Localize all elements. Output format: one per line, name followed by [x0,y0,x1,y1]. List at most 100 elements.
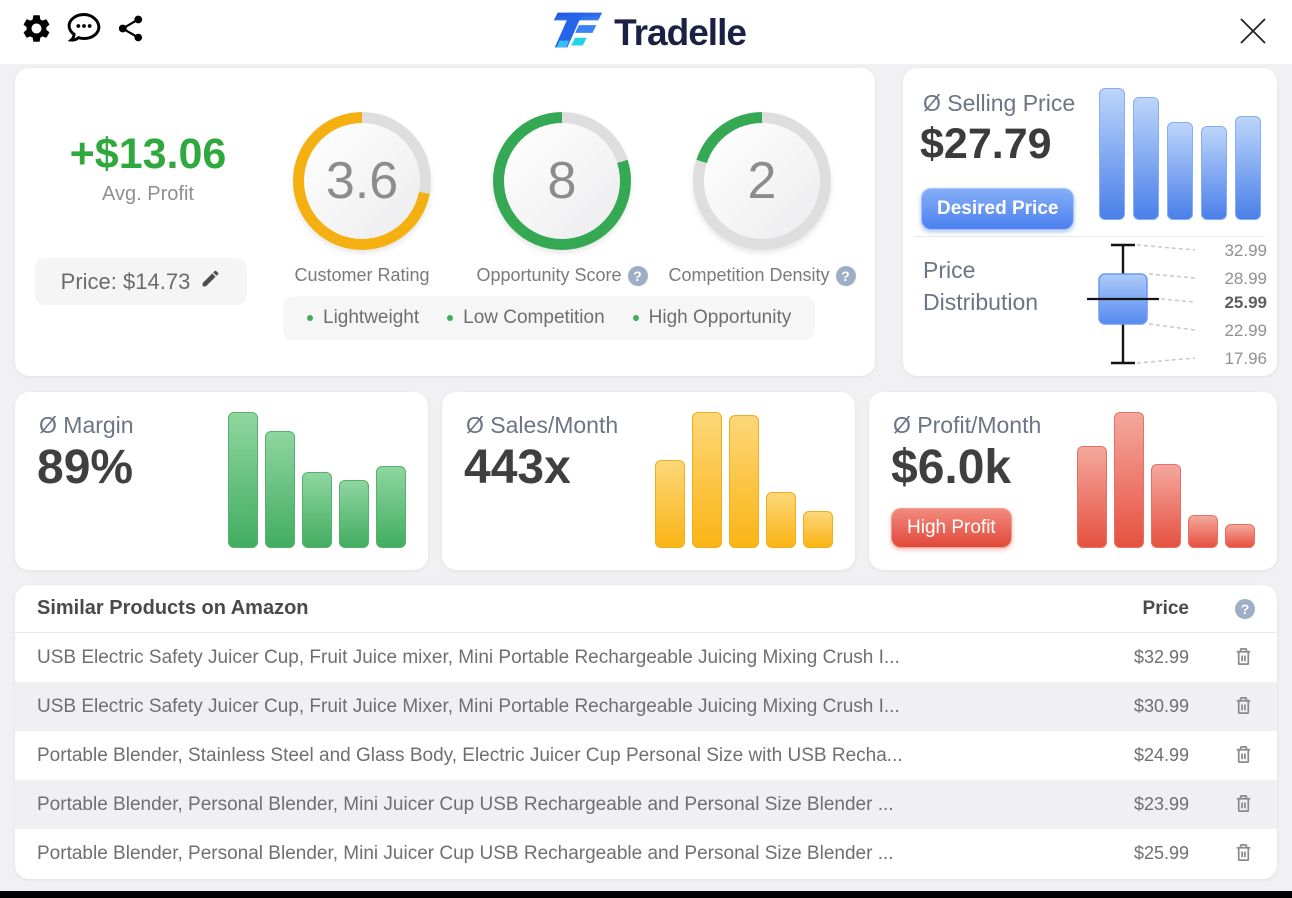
margin-label: Ø Margin [39,412,134,438]
close-icon [1228,18,1278,59]
settings-button[interactable] [20,12,53,48]
desired-price-button[interactable]: Desired Price [921,188,1075,230]
price-column-header: Price [1142,597,1189,619]
boxplot-q1-label: 22.99 [1224,321,1267,340]
profit-value: $6.0k [891,441,1012,494]
bar [1188,515,1218,548]
product-name: Portable Blender, Personal Blender, Mini… [37,842,894,864]
sales-per-month-card: Ø Sales/Month 443x [442,392,855,570]
customer-rating-gauge-block: 3.6 Customer Rating [267,112,457,286]
bullet-dot [447,315,454,321]
boxplot-min-label: 17.96 [1224,349,1267,368]
bar [729,414,759,548]
table-row: Portable Blender, Personal Blender, Mini… [15,780,1277,829]
margin-value: 89% [37,441,134,494]
similar-products-table: Similar Products on Amazon Price ? USB E… [15,585,1277,879]
price-distribution-boxplot: 32.99 28.99 25.99 22.99 17.96 [1087,241,1267,368]
gauge-inner: 8 [504,123,620,239]
table-row: Portable Blender, Personal Blender, Mini… [15,829,1277,878]
product-price: $23.99 [1133,794,1189,814]
price-text: Price: $14.73 [60,268,191,294]
competition-density-gauge-block: 2 Competition Density ? [667,112,857,286]
price-distribution-label: Price Distribution [923,257,1039,316]
sales-value: 443x [464,441,571,494]
competition-density-gauge: 2 [693,112,831,250]
table-title: Similar Products on Amazon [37,597,309,619]
boxplot-median-label: 25.99 [1224,293,1267,312]
gauge-inner: 3.6 [304,123,420,239]
product-price: $30.99 [1133,696,1189,716]
bar [228,412,258,548]
window-frame-bottom [0,891,1292,898]
selling-price-bars [1097,88,1261,220]
profit-per-month-card: Ø Profit/Month $6.0k High Profit [869,392,1277,570]
high-profit-badge: High Profit [891,508,1012,548]
profit-label: Ø Profit/Month [893,412,1042,438]
trash-icon [1232,841,1255,867]
avg-profit-block: +$13.06 Avg. Profit [33,130,263,206]
bar [1077,446,1107,548]
bar [339,480,369,548]
trash-icon [1232,694,1255,720]
customer-rating-gauge: 3.6 [293,112,431,250]
tag-low-competition: Low Competition [447,307,605,329]
help-icon[interactable]: ? [1235,598,1255,619]
product-name: Portable Blender, Personal Blender, Mini… [37,793,894,815]
delete-product-button[interactable] [1232,694,1255,720]
opportunity-score-gauge: 8 [493,112,631,250]
competition-density-value: 2 [747,152,777,210]
selling-price-card: Ø Selling Price $27.79 Desired Price Pri… [903,68,1277,376]
product-price: $25.99 [1133,843,1189,863]
help-icon[interactable]: ? [835,265,856,286]
sales-label: Ø Sales/Month [466,412,619,438]
avg-profit-label: Avg. Profit [102,183,194,205]
selling-price-value: $27.79 [920,120,1052,168]
delete-product-button[interactable] [1232,743,1255,769]
customer-rating-label: Customer Rating [294,265,430,285]
delete-product-button[interactable] [1232,792,1255,818]
delete-product-button[interactable] [1232,645,1255,671]
share-icon [115,13,146,47]
row-actions [1189,694,1255,720]
customer-rating-value: 3.6 [325,152,399,210]
bar [655,459,685,548]
product-name: USB Electric Safety Juicer Cup, Fruit Ju… [37,646,900,668]
divider [915,236,1265,237]
table-row: USB Electric Safety Juicer Cup, Fruit Ju… [15,633,1277,682]
tag-lightweight: Lightweight [307,307,419,329]
table-body: USB Electric Safety Juicer Cup, Fruit Ju… [15,633,1277,878]
bar [1114,412,1144,548]
gear-icon [20,12,53,48]
row-actions [1189,841,1255,867]
pencil-icon [200,268,221,295]
bar [1201,126,1227,220]
bar [265,431,295,548]
product-price: $32.99 [1133,647,1189,667]
row-actions [1189,792,1255,818]
bar [692,412,722,548]
bar [803,511,833,548]
boxplot-q3-label: 28.99 [1224,269,1267,288]
bar [1225,523,1255,548]
close-button[interactable] [1228,6,1278,59]
opportunity-score-label: Opportunity Score ? [467,265,657,286]
bullet-dot [632,315,639,321]
bar [302,471,332,548]
delete-product-button[interactable] [1232,841,1255,867]
edit-price-button[interactable]: Price: $14.73 [35,258,247,305]
chat-bubble-icon [65,11,103,48]
margin-card: Ø Margin 89% [15,392,428,570]
bar [1167,122,1193,220]
row-actions [1189,645,1255,671]
logo-text: Tradelle [614,11,747,53]
table-header-action: ? [1189,598,1255,619]
share-button[interactable] [115,13,146,47]
bar [1099,88,1125,220]
product-overview-card: +$13.06 Avg. Profit Price: $14.73 3.6 Cu… [15,68,875,376]
header: Tradelle [0,0,1292,64]
selling-price-title: Ø Selling Price [923,90,1076,116]
bar [766,492,796,548]
feedback-button[interactable] [65,11,103,48]
boxplot-max-label: 32.99 [1224,241,1267,260]
help-icon[interactable]: ? [627,265,648,286]
